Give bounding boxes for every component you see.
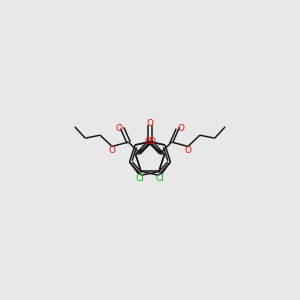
Text: O: O: [109, 146, 116, 155]
Text: O: O: [115, 124, 122, 133]
Text: O: O: [149, 137, 156, 146]
Text: O: O: [144, 137, 151, 146]
Text: O: O: [178, 124, 185, 133]
Text: Cl: Cl: [156, 174, 165, 183]
Text: Cl: Cl: [135, 174, 144, 183]
Text: O: O: [146, 119, 154, 128]
Text: O: O: [184, 146, 191, 155]
